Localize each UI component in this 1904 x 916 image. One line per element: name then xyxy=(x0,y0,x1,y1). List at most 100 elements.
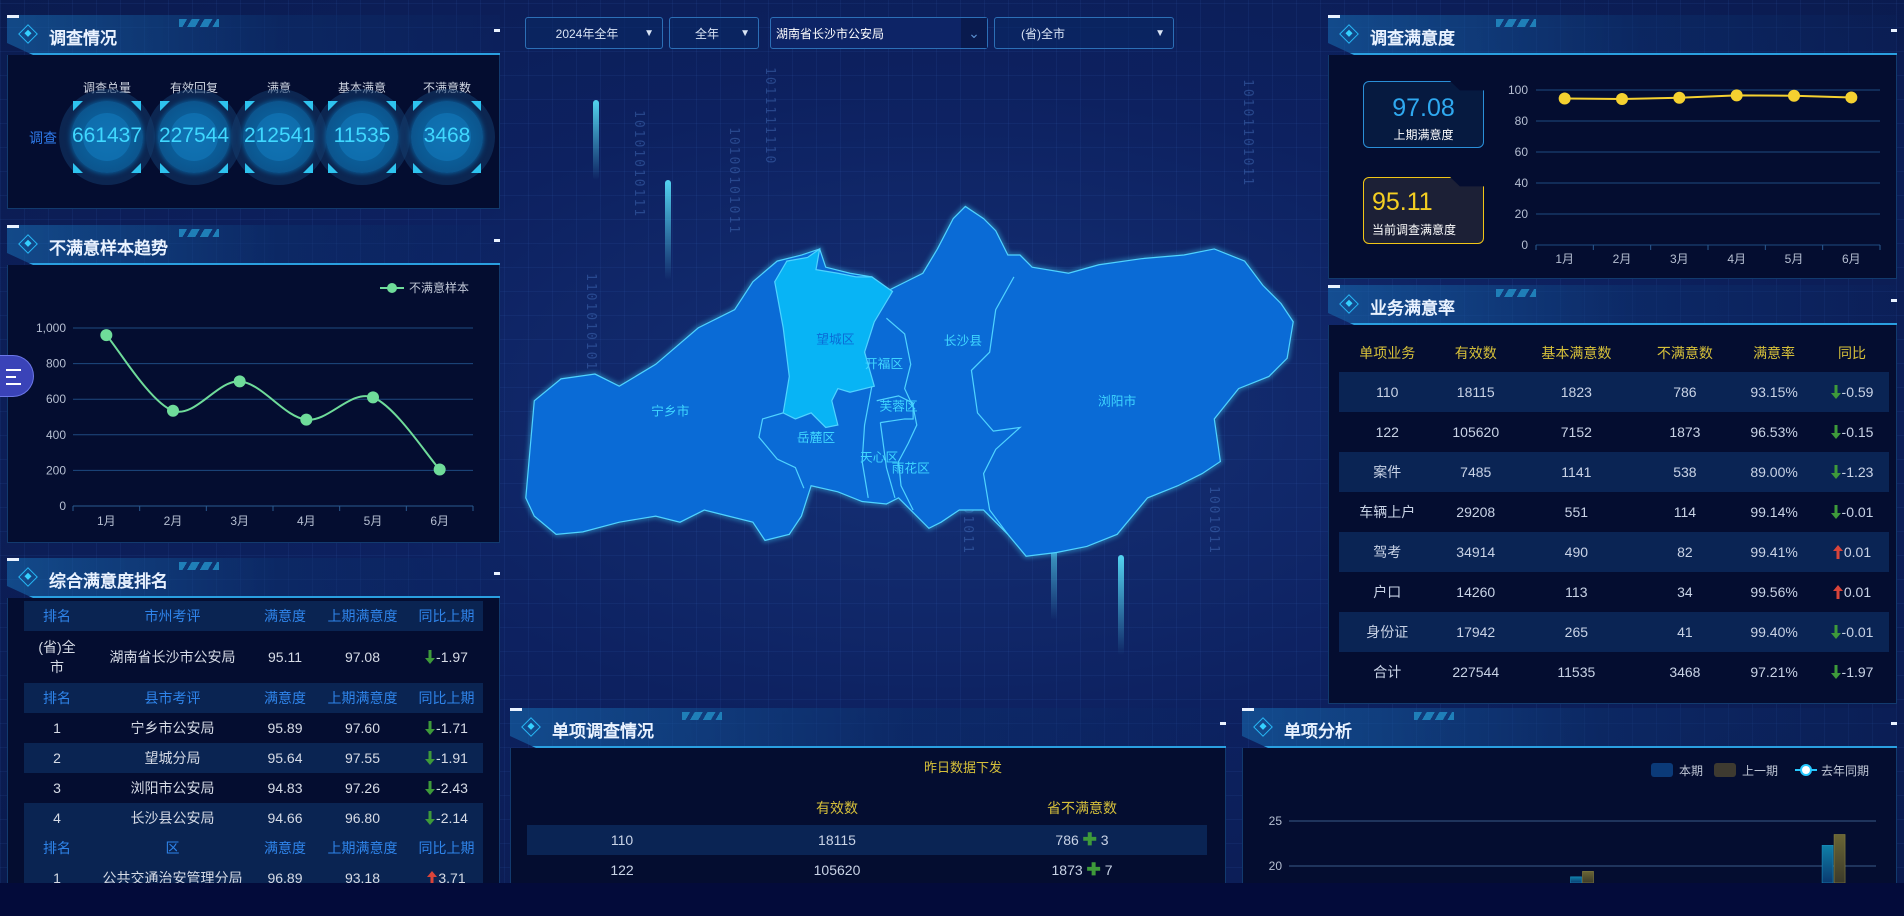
corner-triangle-icon xyxy=(245,163,255,173)
basic-cell: 113 xyxy=(1565,584,1588,600)
district-boundaries xyxy=(758,276,1022,535)
unsat-cell: 1873 ✚ 7 xyxy=(957,855,1207,885)
panel-header xyxy=(510,708,1226,748)
delta-value: 7 xyxy=(1104,862,1113,878)
corner-triangle-icon xyxy=(245,101,255,111)
period-select-value: 全年 xyxy=(694,26,719,41)
year-select[interactable]: 2024年全年 ▼ xyxy=(525,17,663,49)
single-survey-panel: 单项调查情况 昨日数据下发 有效数 省不满意数 110 18115 786 ✚ 3 122… xyxy=(510,708,1226,898)
prev-score-cell: 97.55 xyxy=(315,743,410,773)
org-select[interactable]: 湖南省长沙市公安局 ⌄ xyxy=(770,17,988,49)
x-tick-label: 2月 xyxy=(164,514,183,528)
business-row[interactable]: 110 18115 1823 786 93.15% -0.59 xyxy=(1339,372,1889,412)
current-satisfaction-value: 95.11 xyxy=(1372,188,1433,216)
corner-triangle-icon xyxy=(386,163,396,173)
trend-chart: 0 200 400 600 800 1,000 1月 2月 3月 4月 5月 6月 不满意样本 xyxy=(36,280,474,528)
x-tick-label: 3月 xyxy=(230,514,249,528)
panel-title: 单项调查情况 xyxy=(552,722,654,741)
panel-title: 业务满意率 xyxy=(1370,299,1455,318)
binary-decoration: 1011111110 xyxy=(762,67,777,166)
panel-header xyxy=(1242,708,1897,748)
valid-cell: 29208 xyxy=(1456,504,1496,520)
column-header: 同比上期 xyxy=(410,601,483,631)
panel-header xyxy=(7,225,500,265)
x-tick-label: 5月 xyxy=(364,514,383,528)
business-row[interactable]: 驾考 34914 490 82 99.41% 0.01 xyxy=(1339,532,1889,572)
period-select[interactable]: 全年 ▼ xyxy=(669,17,759,49)
survey-panel: 调查情况 调查 调查总量 661437 有效回复 227544 满意 212541 基本满意… xyxy=(7,15,500,209)
single-survey-row[interactable]: 122 105620 1873 ✚ 7 xyxy=(527,855,1207,885)
chevron-down-icon[interactable]: ⌄ xyxy=(961,18,987,48)
column-header: 排名 xyxy=(24,601,90,631)
column-header: 有效数 xyxy=(1454,345,1497,361)
business-row[interactable]: 122 105620 7152 1873 96.53% -0.15 xyxy=(1339,412,1889,452)
current-satisfaction-label: 当前调查满意度 xyxy=(1372,223,1457,237)
item-cell: 110 xyxy=(1339,372,1436,412)
change-cell: -2.14 xyxy=(410,803,483,833)
change-value: -0.15 xyxy=(1841,424,1874,440)
change-value: -2.14 xyxy=(436,810,468,826)
corner-triangle-icon xyxy=(328,101,338,111)
column-header: 排名 xyxy=(24,683,90,713)
gauge-core xyxy=(170,113,218,161)
ranking-row[interactable]: (省)全市 湖南省长沙市公安局 95.11 97.08 -1.97 xyxy=(24,631,483,683)
panel-title: 综合满意度排名 xyxy=(49,572,168,591)
item-cell: 122 xyxy=(610,862,634,878)
map-region-wangcheng[interactable] xyxy=(774,247,894,429)
arrow-down-icon xyxy=(1830,665,1841,679)
basic-cell: 265 xyxy=(1516,612,1637,652)
valid-cell: 18115 xyxy=(1435,372,1517,412)
trend-point xyxy=(367,391,379,404)
delta-value: 3 xyxy=(1100,832,1109,848)
ranking-row[interactable]: 4 长沙县公安局 94.66 96.80 -2.14 xyxy=(24,803,483,833)
y-tick-label: 400 xyxy=(46,428,66,442)
business-row[interactable]: 车辆上户 29208 551 114 99.14% -0.01 xyxy=(1339,492,1889,532)
org-select-value: 湖南省长沙市公安局 xyxy=(776,26,885,41)
survey-item-value: 212541 xyxy=(243,124,315,147)
column-header xyxy=(527,791,717,825)
light-streak xyxy=(1118,555,1124,655)
ranking-row[interactable]: 2 望城分局 95.64 97.55 -1.91 xyxy=(24,743,483,773)
corner-mark xyxy=(510,708,522,711)
single-survey-row[interactable]: 110 18115 786 ✚ 3 xyxy=(527,825,1207,855)
legend-marker-icon xyxy=(387,283,397,293)
rate-cell: 99.14% xyxy=(1750,504,1798,520)
column-header: 同比 xyxy=(1837,345,1866,361)
valid-cell: 14260 xyxy=(1456,584,1496,600)
gauge-core xyxy=(338,113,386,161)
side-menu-toggle[interactable] xyxy=(0,355,34,397)
rate-cell: 99.40% xyxy=(1733,612,1815,652)
corner-mark xyxy=(7,15,19,18)
change-value: -2.43 xyxy=(436,780,468,796)
ranking-row[interactable]: 1 宁乡市公安局 95.89 97.60 -1.71 xyxy=(24,713,483,743)
unsat-cell: 786 ✚ 3 xyxy=(957,825,1207,855)
change-value: -1.97 xyxy=(436,649,468,665)
item-cell: 122 xyxy=(1375,424,1399,440)
rate-cell: 99.56% xyxy=(1750,584,1798,600)
ranking-row[interactable]: 3 浏阳市公安局 94.83 97.26 -2.43 xyxy=(24,773,483,803)
map-label: 长沙县 xyxy=(944,333,982,348)
gauge-core xyxy=(255,113,303,161)
bottom-bar xyxy=(0,883,1904,916)
corner-triangle-icon xyxy=(73,163,83,173)
change-cell: -1.97 xyxy=(1815,652,1889,692)
arrow-down-icon xyxy=(1830,385,1841,399)
area-select[interactable]: (省)全市 ▼ xyxy=(994,17,1174,49)
arrow-up-icon xyxy=(1832,585,1843,599)
business-row[interactable]: 户口 14260 113 34 99.56% 0.01 xyxy=(1339,572,1889,612)
business-row[interactable]: 案件 7485 1141 538 89.00% -1.23 xyxy=(1339,452,1889,492)
map-region-base[interactable] xyxy=(525,205,1294,557)
business-row[interactable]: 身份证 17942 265 41 99.40% -0.01 xyxy=(1339,612,1889,652)
corner-mark xyxy=(1328,285,1340,288)
ranking-table: 排名 市州考评 满意度 上期满意度 同比上期 (省)全市 湖南省长沙市公安局 95.11 97.… xyxy=(24,601,483,893)
unsat-cell: 3468 xyxy=(1669,664,1701,680)
ranking-panel: 综合满意度排名 排名 市州考评 满意度 上期满意度 同比上期 (省)全市 湖南省长沙市公安局… xyxy=(7,558,500,898)
basic-cell: 7152 xyxy=(1560,424,1592,440)
binary-decoration: 10101010111 xyxy=(631,110,646,219)
corner-mark xyxy=(7,225,19,228)
arrow-down-icon xyxy=(425,751,436,765)
business-panel: 业务满意率 单项业务 有效数 基本满意数 不满意数 满意率 同比 110 18115 1823 7… xyxy=(1328,285,1897,704)
business-row[interactable]: 合计 227544 11535 3468 97.21% -1.97 xyxy=(1339,652,1889,692)
change-value: -1.71 xyxy=(436,720,468,736)
